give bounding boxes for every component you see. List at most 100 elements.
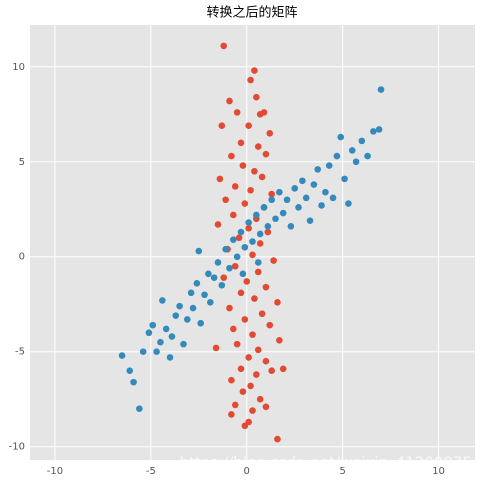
x-tick-label: -10 <box>47 466 63 477</box>
point <box>322 188 329 196</box>
point <box>247 186 254 194</box>
point <box>345 200 352 207</box>
point <box>237 365 245 373</box>
point <box>302 194 310 202</box>
point <box>253 371 260 378</box>
point <box>249 407 256 414</box>
point <box>245 354 252 361</box>
point <box>233 340 241 348</box>
x-tick-label: -5 <box>146 466 156 477</box>
point <box>276 337 283 344</box>
point <box>149 321 157 329</box>
point <box>220 42 228 50</box>
point <box>212 344 220 352</box>
point <box>222 245 229 253</box>
point <box>256 230 264 238</box>
point <box>262 283 270 291</box>
point <box>258 310 266 318</box>
point <box>241 422 249 430</box>
point <box>264 223 272 230</box>
point <box>341 175 348 183</box>
point <box>291 185 298 192</box>
point <box>270 257 277 264</box>
point <box>231 262 239 270</box>
point <box>166 354 174 361</box>
point <box>364 152 371 160</box>
point <box>153 348 160 356</box>
point <box>237 228 245 236</box>
point <box>205 270 212 278</box>
point <box>256 240 264 247</box>
point <box>325 162 333 169</box>
point <box>233 253 241 261</box>
point <box>228 152 235 160</box>
point <box>262 150 270 158</box>
point <box>222 196 229 204</box>
y-tick-label: 5 <box>19 157 25 168</box>
point <box>260 109 268 116</box>
point <box>241 200 249 207</box>
point <box>274 435 281 443</box>
point <box>274 299 281 306</box>
point <box>239 270 247 278</box>
point <box>279 365 287 373</box>
y-tick-label: -5 <box>15 347 25 358</box>
x-tick-label: 0 <box>244 466 250 477</box>
point <box>193 280 201 287</box>
point <box>358 137 366 145</box>
point <box>130 378 137 386</box>
point <box>218 281 226 289</box>
y-tick-label: 10 <box>12 62 25 73</box>
point <box>266 129 274 137</box>
point <box>262 357 270 365</box>
point <box>243 278 251 285</box>
point <box>329 194 337 202</box>
point <box>233 109 241 116</box>
point <box>254 143 262 150</box>
point <box>251 167 258 175</box>
point <box>306 217 314 224</box>
point <box>370 128 377 135</box>
point <box>266 321 274 329</box>
point <box>279 209 287 217</box>
point <box>183 316 191 323</box>
point <box>247 76 254 84</box>
point <box>230 211 237 219</box>
point <box>318 202 325 209</box>
point <box>176 302 183 310</box>
point <box>377 86 385 93</box>
point <box>253 211 260 219</box>
point <box>299 177 306 185</box>
point <box>218 122 226 129</box>
point <box>210 274 218 281</box>
point <box>228 411 235 418</box>
point <box>187 289 195 297</box>
x-tick-label: 10 <box>432 466 445 477</box>
point <box>254 346 262 354</box>
point <box>256 395 264 403</box>
chart-title: 转换之后的矩阵 <box>206 5 297 21</box>
point <box>226 304 233 312</box>
y-tick-label: -10 <box>9 442 25 453</box>
point <box>136 405 143 413</box>
point <box>249 251 256 259</box>
point <box>157 338 164 346</box>
point <box>247 382 254 390</box>
point <box>272 215 279 223</box>
point <box>264 228 272 236</box>
point <box>241 316 249 323</box>
point <box>230 236 237 243</box>
x-tick-label: 5 <box>339 466 345 477</box>
point <box>283 196 291 204</box>
point <box>348 147 356 154</box>
point <box>228 376 235 384</box>
point <box>220 274 228 281</box>
point <box>254 268 262 276</box>
point <box>239 162 247 169</box>
point <box>195 247 203 255</box>
point <box>253 93 260 101</box>
point <box>235 234 243 242</box>
point <box>237 139 245 147</box>
point <box>245 122 252 129</box>
